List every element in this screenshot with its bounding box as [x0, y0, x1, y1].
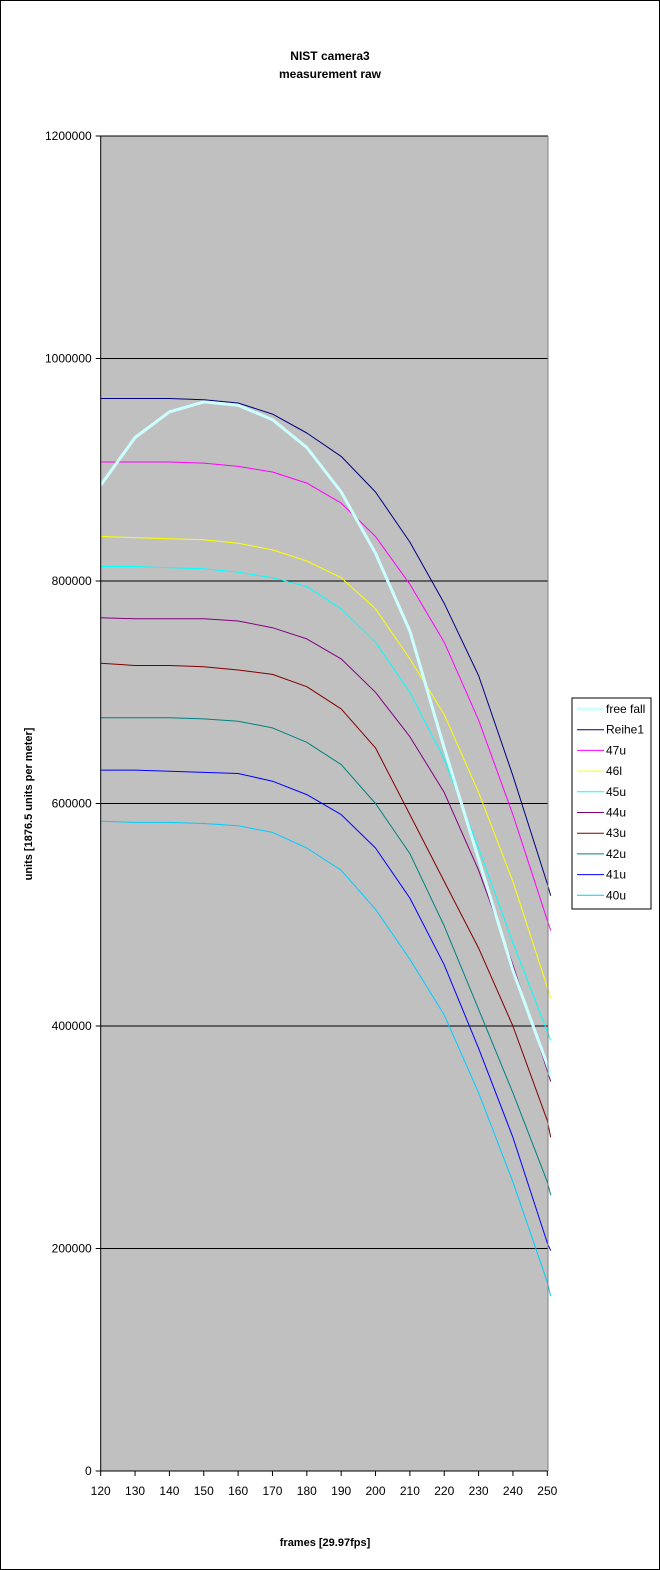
- x-tick-label: 130: [125, 1484, 145, 1498]
- series-line-47u: [100, 461, 552, 931]
- x-tick-label: 250: [537, 1484, 557, 1498]
- legend-label: 41u: [606, 868, 626, 882]
- series-lines: [99, 398, 553, 1297]
- y-tick-label: 400000: [52, 1019, 92, 1033]
- x-tick-label: 120: [91, 1484, 111, 1498]
- x-tick-label: 240: [503, 1484, 523, 1498]
- axes: [95, 135, 549, 1476]
- series-line-42u: [100, 717, 552, 1196]
- y-tick-label: 200000: [52, 1242, 92, 1256]
- legend-label: 47u: [606, 743, 626, 757]
- tick-labels: 0 200000 400000 600000 800000 1000000 1200000 1…: [45, 129, 558, 1498]
- series-line-40u: [100, 820, 552, 1297]
- legend-label: 40u: [606, 888, 626, 902]
- x-tick-label: 160: [228, 1484, 248, 1498]
- x-tick-label: 200: [366, 1484, 386, 1498]
- y-tick-label: 600000: [52, 797, 92, 811]
- series-line-45u: [100, 566, 552, 1041]
- x-axis-label: frames [29.97fps]: [280, 1537, 371, 1549]
- y-tick-label: 800000: [52, 574, 92, 588]
- x-tick-label: 140: [159, 1484, 179, 1498]
- legend-label: 43u: [606, 826, 626, 840]
- x-tick-label: 170: [262, 1484, 282, 1498]
- legend-box: [571, 697, 652, 910]
- y-tick-label: 0: [85, 1464, 92, 1478]
- series-line-reihe1: [100, 398, 552, 896]
- legend: free fall Reihe1 47u 46l 45u 44u 43u 42u 41u 40u: [571, 697, 652, 910]
- legend-label: 45u: [606, 785, 626, 799]
- x-tick-label: 210: [400, 1484, 420, 1498]
- chart-title-line2: measurement raw: [279, 67, 382, 81]
- legend-label: 42u: [606, 847, 626, 861]
- series-line-43u: [100, 662, 552, 1138]
- chart-title-line1: NIST camera3: [290, 49, 370, 63]
- series-line-46l: [100, 536, 552, 999]
- x-tick-label: 150: [194, 1484, 214, 1498]
- legend-label: 46l: [606, 764, 622, 778]
- x-tick-label: 220: [434, 1484, 454, 1498]
- legend-label: Reihe1: [606, 723, 644, 737]
- gridlines: [100, 135, 548, 1249]
- legend-label: free fall: [606, 702, 645, 716]
- y-axis-label: units [1876.5 units per meter]: [23, 727, 35, 880]
- series-line-41u: [100, 769, 552, 1251]
- x-tick-label: 190: [331, 1484, 351, 1498]
- x-tick-label: 180: [297, 1484, 317, 1498]
- y-tick-label: 1200000: [45, 129, 92, 143]
- x-tick-label: 230: [469, 1484, 489, 1498]
- series-line-free-fall: [99, 400, 553, 1077]
- legend-label: 44u: [606, 806, 626, 820]
- y-tick-label: 1000000: [45, 352, 92, 366]
